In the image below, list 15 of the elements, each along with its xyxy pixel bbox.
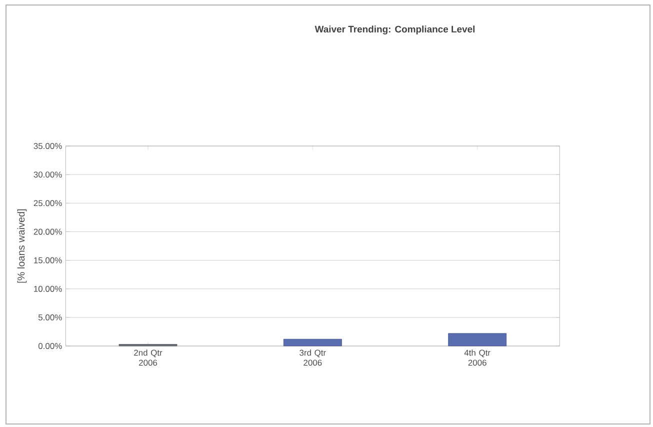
x-tick-label: 4th Qtr 2006 (464, 350, 490, 366)
y-tick-label: 25.00% (34, 200, 62, 206)
y-axis-title: [% loans waived] (17, 209, 27, 283)
y-tick-label: 30.00% (34, 172, 62, 178)
chart-title: Waiver Trending: Compliance Level (314, 26, 475, 34)
bar (448, 333, 507, 346)
x-tick-label: 3rd Qtr 2006 (300, 350, 326, 366)
y-tick-label: 10.00% (34, 286, 62, 292)
y-tick-label: 20.00% (34, 228, 62, 235)
y-tick-label: 5.00% (38, 314, 62, 320)
y-tick-label: 15.00% (34, 257, 62, 264)
x-tick-label: 2nd Qtr 2006 (134, 350, 162, 366)
bar (283, 338, 342, 346)
y-tick-label: 35.00% (34, 143, 62, 149)
y-tick-label: 0.00% (38, 343, 62, 349)
